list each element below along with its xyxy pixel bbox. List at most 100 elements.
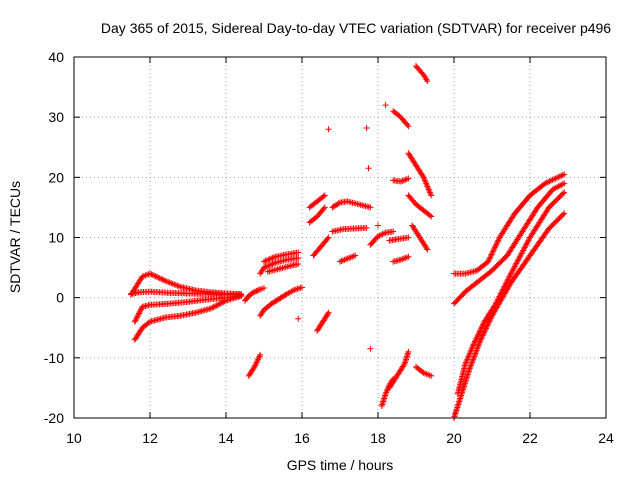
data-point: [492, 242, 499, 249]
data-point: [269, 260, 276, 267]
data-point: [548, 177, 555, 184]
data-point: [325, 309, 332, 316]
data-point: [505, 276, 512, 283]
data-point: [254, 287, 261, 294]
data-point: [216, 301, 223, 308]
data-point: [405, 234, 412, 241]
y-tick-label: -10: [44, 350, 64, 366]
data-point: [405, 123, 412, 130]
data-point: [135, 311, 142, 318]
data-point: [268, 255, 275, 262]
data-point: [262, 257, 269, 264]
data-point: [131, 318, 138, 325]
data-point: [325, 126, 332, 133]
data-point: [552, 175, 559, 182]
data-point: [160, 277, 167, 284]
data-point: [134, 313, 141, 320]
data-point: [295, 260, 302, 267]
x-tick-label: 18: [370, 430, 386, 446]
data-point: [269, 254, 276, 261]
x-tick-labels: 10 12 14 16 18 20 22 24: [66, 430, 614, 446]
data-point: [497, 290, 504, 297]
data-point: [489, 248, 496, 255]
data-point: [367, 345, 374, 352]
data-point: [561, 210, 568, 217]
y-tick-label: 10: [48, 230, 64, 246]
data-point: [545, 178, 552, 185]
data-point: [324, 235, 331, 242]
data-point: [218, 299, 225, 306]
grid: [74, 57, 606, 418]
data-point: [324, 310, 331, 317]
data-point: [261, 285, 267, 292]
data-point: [261, 264, 267, 271]
data-point: [549, 176, 556, 183]
y-tick-labels: -20 -10 0 10 20 30 40: [44, 49, 64, 426]
data-point: [261, 258, 267, 265]
data-point: [489, 250, 496, 257]
x-tick-label: 14: [218, 430, 234, 446]
data-point: [133, 314, 140, 321]
data-point: [487, 252, 494, 259]
x-tick-label: 22: [522, 430, 538, 446]
data-point: [252, 288, 259, 295]
y-tick-label: 40: [48, 49, 64, 65]
data-point: [473, 335, 480, 342]
data-point: [495, 237, 502, 244]
data-point: [320, 193, 327, 200]
data-point: [498, 289, 505, 296]
data-point: [382, 102, 389, 109]
data-point: [561, 180, 568, 187]
chart-title: Day 365 of 2015, Sidereal Day-to-day VTE…: [101, 20, 611, 36]
data-point: [137, 307, 144, 314]
data-point: [543, 179, 550, 186]
data-point: [426, 212, 433, 219]
data-point: [424, 78, 431, 85]
data-point: [472, 338, 479, 345]
data-point: [428, 213, 435, 220]
data-point: [488, 251, 495, 258]
data-point: [238, 292, 245, 299]
data-point: [363, 124, 370, 131]
data-point: [494, 297, 501, 304]
x-tick-label: 16: [294, 430, 310, 446]
data-point: [472, 337, 479, 344]
data-point: [255, 286, 262, 293]
data-point: [220, 299, 227, 306]
x-tick-label: 24: [598, 430, 614, 446]
data-point: [132, 317, 139, 324]
data-point: [493, 241, 500, 248]
data-point: [148, 271, 155, 278]
data-point: [149, 271, 156, 278]
data-point: [152, 273, 159, 280]
data-point: [505, 274, 512, 281]
data-point: [501, 283, 508, 290]
data-point: [556, 173, 563, 180]
data-point: [155, 274, 162, 281]
data-point: [250, 289, 257, 296]
data-point: [424, 246, 431, 253]
data-point: [147, 270, 153, 277]
data-point: [487, 254, 494, 261]
data-point: [265, 262, 272, 269]
data-point: [390, 228, 397, 235]
data-point: [257, 351, 264, 358]
data-point: [145, 319, 152, 326]
data-point: [405, 175, 412, 182]
data-point: [561, 171, 568, 178]
data-point: [490, 247, 497, 254]
data-point: [491, 245, 498, 252]
data-point: [217, 300, 224, 307]
data-point: [405, 253, 412, 260]
data-point: [550, 176, 557, 183]
data-point: [555, 174, 562, 181]
data-point: [546, 178, 553, 185]
data-point: [419, 172, 426, 179]
data-point: [265, 256, 272, 263]
data-point: [560, 211, 567, 218]
data-points: [128, 63, 568, 421]
data-point: [151, 272, 158, 279]
data-point: [471, 339, 478, 346]
data-point: [428, 372, 435, 379]
data-point: [506, 273, 513, 280]
